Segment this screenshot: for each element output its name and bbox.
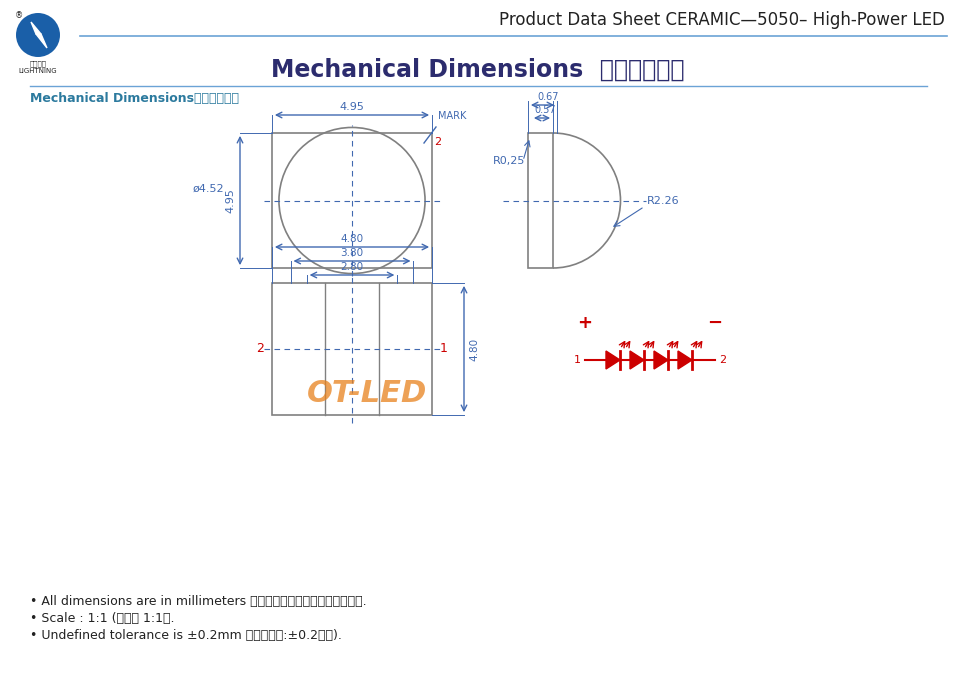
Text: 2: 2 <box>256 342 264 355</box>
Text: OT-LED: OT-LED <box>307 378 427 408</box>
Text: 4.80: 4.80 <box>341 234 364 244</box>
Text: • All dimensions are in millimeters （图中所有尺寸均以毫米为单位）.: • All dimensions are in millimeters （图中所… <box>30 595 367 608</box>
Text: 2.80: 2.80 <box>341 262 364 272</box>
Text: ®: ® <box>15 11 23 20</box>
Bar <box>272 283 432 415</box>
Text: MARK: MARK <box>438 111 466 121</box>
Text: LIGHTNING: LIGHTNING <box>19 68 57 74</box>
Polygon shape <box>678 351 692 369</box>
Text: 4.95: 4.95 <box>340 102 365 112</box>
Text: 1: 1 <box>440 342 448 355</box>
Text: R2.26: R2.26 <box>647 195 679 206</box>
Text: R0,25: R0,25 <box>493 156 525 166</box>
Text: 2: 2 <box>434 137 441 147</box>
Text: 2: 2 <box>719 355 726 365</box>
Text: 4.80: 4.80 <box>469 337 479 361</box>
Text: +: + <box>577 314 592 332</box>
Text: 4.95: 4.95 <box>225 188 235 213</box>
Text: • Scale : 1:1 (比例： 1:1）.: • Scale : 1:1 (比例： 1:1）. <box>30 612 174 625</box>
Circle shape <box>16 13 60 57</box>
Text: Mechanical Dimensions（产品尺寸）: Mechanical Dimensions（产品尺寸） <box>30 92 239 105</box>
Text: • Undefined tolerance is ±0.2mm （尺寸公差:±0.2毫米).: • Undefined tolerance is ±0.2mm （尺寸公差:±0… <box>30 629 342 642</box>
Text: ø4.52: ø4.52 <box>192 184 224 193</box>
Text: 1: 1 <box>574 355 581 365</box>
Polygon shape <box>36 34 47 48</box>
Polygon shape <box>606 351 620 369</box>
Text: Mechanical Dimensions  （产品尺寸）: Mechanical Dimensions （产品尺寸） <box>271 58 685 82</box>
Text: 0.67: 0.67 <box>538 92 559 102</box>
Bar <box>528 133 553 268</box>
Text: 0.57: 0.57 <box>535 105 556 115</box>
Polygon shape <box>630 351 644 369</box>
Bar <box>272 133 432 268</box>
Text: 3.80: 3.80 <box>341 248 364 258</box>
Text: 天电光电: 天电光电 <box>30 60 47 67</box>
Text: Product Data Sheet CERAMIC—5050– High-Power LED: Product Data Sheet CERAMIC—5050– High-Po… <box>500 11 945 29</box>
Polygon shape <box>654 351 668 369</box>
Polygon shape <box>31 22 41 34</box>
Text: −: − <box>707 314 723 332</box>
